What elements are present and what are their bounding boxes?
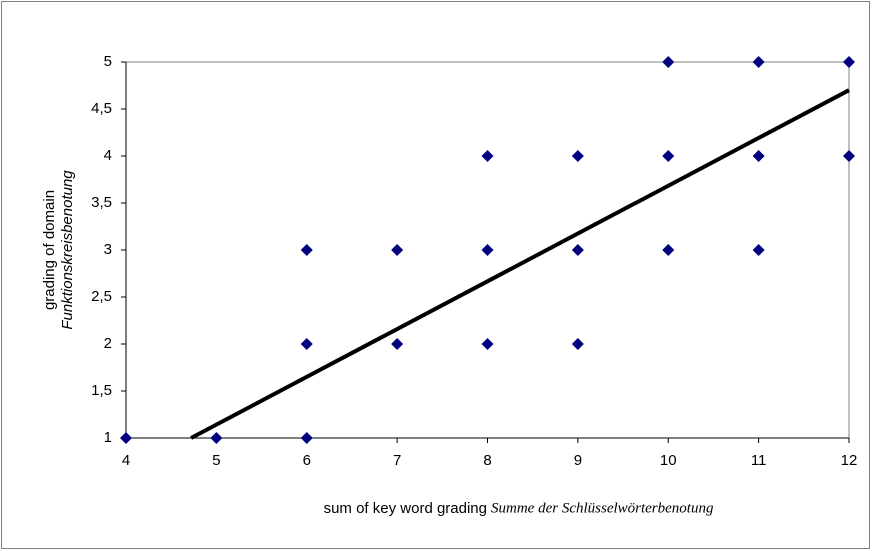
y-tick-label: 3,5: [91, 194, 112, 211]
point: [752, 244, 765, 256]
y-axis-label-italic: Funktionskreisbenotung: [59, 170, 76, 330]
point: [571, 244, 584, 256]
x-axis-label-italic: Summe der Schlüsselwörterbenotung: [491, 500, 714, 516]
x-tick-label: 7: [393, 452, 401, 469]
point: [843, 56, 855, 68]
y-axis-label: grading of domain: [41, 190, 58, 310]
point: [843, 150, 855, 162]
y-tick-label: 4: [104, 147, 112, 164]
point: [752, 56, 765, 68]
x-tick-label: 5: [212, 452, 220, 469]
y-tick-label: 1,5: [91, 382, 112, 399]
y-tick-label: 2,5: [91, 288, 112, 305]
x-tick-label: 8: [483, 452, 491, 469]
y-tick-label: 1: [104, 429, 112, 446]
point: [571, 338, 584, 350]
x-axis-label: sum of key word grading: [324, 500, 487, 517]
point: [120, 432, 132, 444]
point: [391, 244, 404, 256]
point: [300, 338, 313, 350]
point: [481, 244, 494, 256]
x-tick-label: 6: [303, 452, 311, 469]
x-tick-label: 10: [660, 452, 677, 469]
point: [662, 150, 675, 162]
x-tick-label: 9: [574, 452, 582, 469]
point: [391, 338, 404, 350]
x-tick-label: 4: [122, 452, 130, 469]
y-tick-label: 4,5: [91, 100, 112, 117]
point: [300, 432, 313, 444]
point: [481, 150, 494, 162]
y-tick-label: 3: [104, 241, 112, 258]
point: [481, 338, 494, 350]
y-tick-label: 5: [104, 53, 112, 70]
point: [752, 150, 765, 162]
point: [571, 150, 584, 162]
point: [662, 56, 675, 68]
trendline: [190, 88, 850, 440]
y-tick-label: 2: [104, 335, 112, 352]
x-tick-label: 11: [751, 452, 767, 469]
point: [300, 244, 313, 256]
point: [662, 244, 675, 256]
x-tick-label: 12: [841, 452, 858, 469]
point: [210, 432, 223, 444]
